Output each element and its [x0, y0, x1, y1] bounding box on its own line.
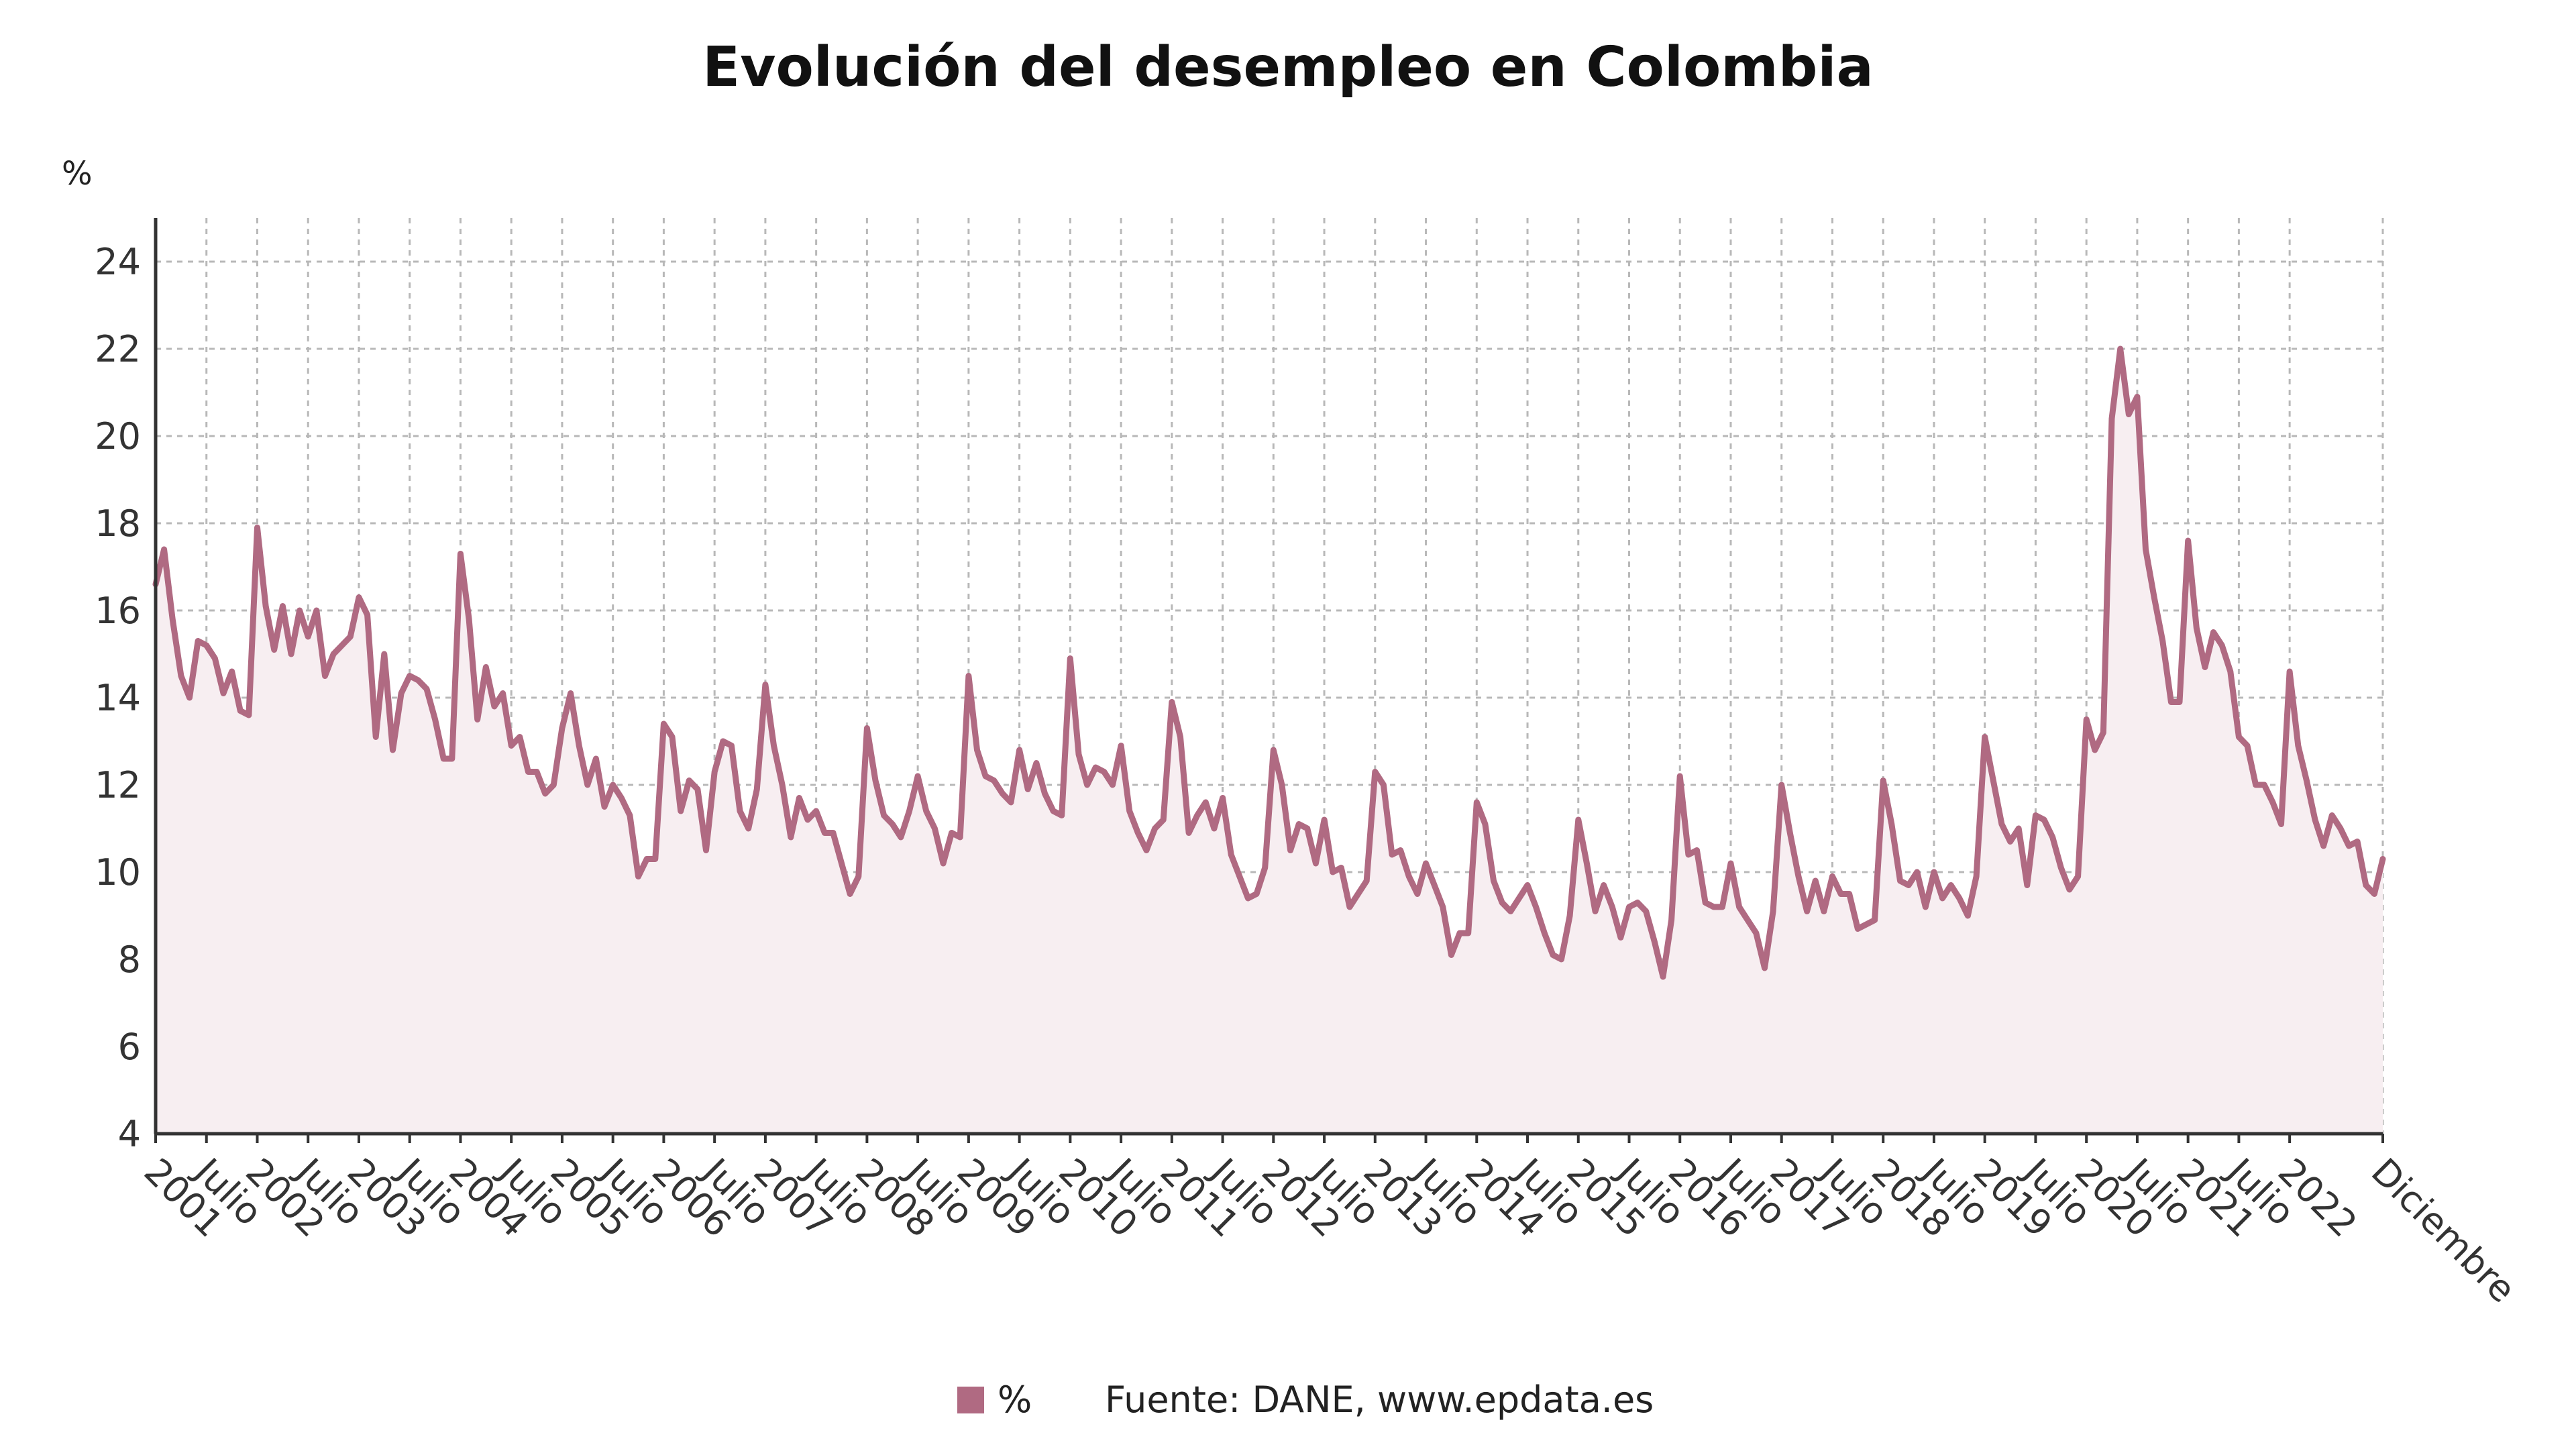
y-tick-label: 6 [118, 1026, 141, 1068]
x-tick-label: Diciembre [2363, 1150, 2524, 1311]
y-axis-unit: % [62, 155, 93, 193]
chart-title: Evolución del desempleo en Colombia [702, 36, 1874, 99]
axes [154, 218, 2384, 1143]
series-area [156, 349, 2383, 1134]
x-tick-labels: 2001Julio2002Julio2003Julio2004Julio2005… [136, 1149, 2524, 1311]
legend: % Fuente: DANE, www.epdata.es [957, 1379, 1654, 1421]
unemployment-line [152, 345, 2386, 980]
y-tick-label: 16 [95, 590, 141, 632]
y-tick-label: 18 [95, 502, 141, 545]
series-line-layer [152, 345, 2386, 980]
legend-label: % [998, 1379, 1032, 1421]
y-tick-label: 14 [95, 677, 141, 719]
y-tick-label: 10 [95, 851, 141, 894]
y-tick-label: 8 [118, 938, 141, 981]
legend-swatch [957, 1387, 984, 1413]
y-tick-label: 20 [95, 415, 141, 458]
source-text: Fuente: DANE, www.epdata.es [1105, 1379, 1654, 1421]
y-tick-label: 24 [95, 241, 141, 283]
y-tick-label: 22 [95, 328, 141, 370]
y-tick-label: 4 [118, 1113, 141, 1155]
area-fill-layer [156, 349, 2383, 1134]
y-tick-labels: 4 6 8 10 12 14 16 18 20 22 24 [95, 241, 141, 1155]
y-tick-label: 12 [95, 764, 141, 806]
